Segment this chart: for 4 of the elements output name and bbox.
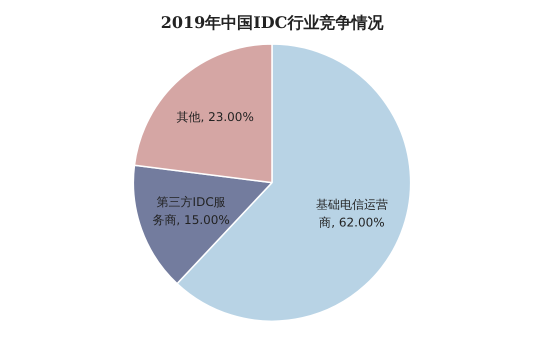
slice-label: 基础电信运营商, 62.00% <box>316 197 388 230</box>
chart-title: 2019年中国IDC行业竞争情况 <box>160 12 384 32</box>
slice-label: 其他, 23.00% <box>176 110 254 124</box>
slice-label: 第三方IDC服务商, 15.00% <box>152 194 230 227</box>
